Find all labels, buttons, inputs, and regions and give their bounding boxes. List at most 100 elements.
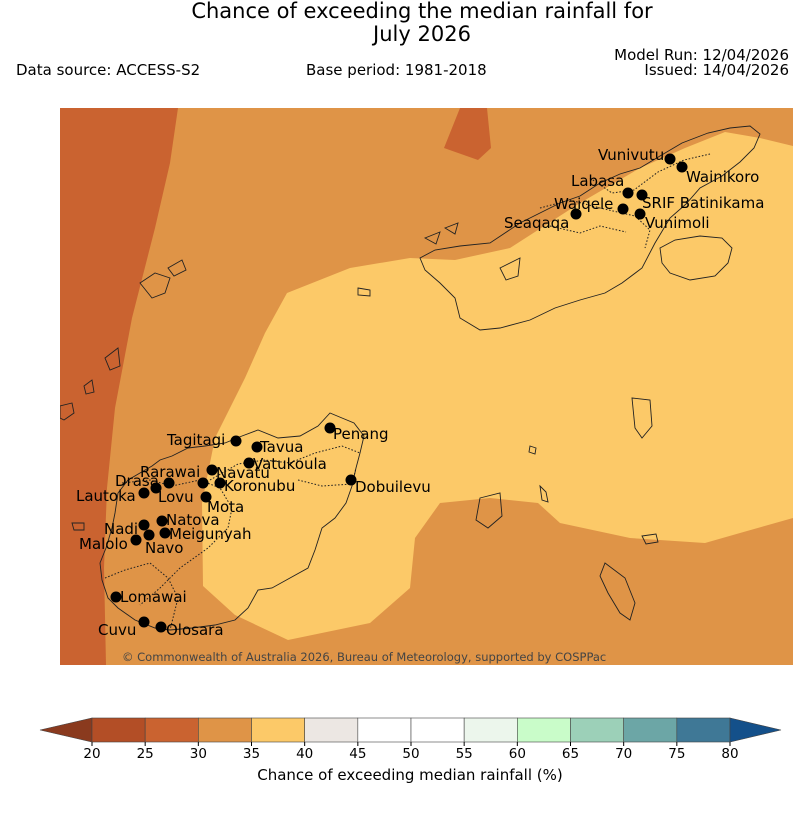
- colorbar-tick-label-60: 60: [509, 746, 526, 762]
- colorbar-under-arrow: [39, 717, 93, 743]
- colorbar-segment-75-80: [676, 717, 731, 743]
- colorbar-tick-label-20: 20: [83, 746, 100, 762]
- colorbar-title: Chance of exceeding median rainfall (%): [257, 766, 562, 784]
- colorbar-over-arrow: [729, 717, 782, 743]
- vunimoli-marker[interactable]: [634, 208, 646, 220]
- colorbar-segment-55-60: [463, 717, 518, 743]
- vunivutu-label: Vunivutu: [598, 146, 664, 164]
- colorbar-segment-60-65: [517, 717, 571, 743]
- tagitagi-label: Tagitagi: [166, 431, 225, 449]
- penang-marker[interactable]: [324, 422, 336, 434]
- lomawai-marker[interactable]: [110, 591, 122, 603]
- dobuilevu-label: Dobuilevu: [355, 478, 431, 496]
- rarawai-label: Rarawai: [140, 463, 200, 481]
- model-run-text: Model Run: 12/04/2026: [614, 46, 789, 64]
- issued-text: Issued: 14/04/2026: [644, 61, 789, 79]
- colorbar-tick-label-75: 75: [668, 746, 685, 762]
- colorbar-segment-25-30: [144, 717, 199, 743]
- zone-25-30-north: [444, 108, 491, 160]
- colorbar-segment-65-70: [570, 717, 624, 743]
- lovu-marker[interactable]: [150, 482, 162, 494]
- srif-batinikama-label: SRIF Batinikama: [642, 194, 764, 212]
- colorbar-tick-label-55: 55: [456, 746, 473, 762]
- vunivutu-marker[interactable]: [664, 153, 676, 165]
- mota-marker[interactable]: [200, 491, 212, 503]
- colorbar-tick-label-35: 35: [243, 746, 260, 762]
- srif-batinikama-marker[interactable]: [636, 189, 648, 201]
- title-line-1: Chance of exceeding the median rainfall …: [191, 0, 653, 23]
- colorbar-ticks: 20 25 30 35 40 45 50 55 60 65 70 75 80: [83, 742, 739, 762]
- colorbar-tick-label-45: 45: [349, 746, 366, 762]
- wainikoro-marker[interactable]: [676, 161, 688, 173]
- copyright-notice: © Commonwealth of Australia 2026, Bureau…: [122, 650, 606, 664]
- labasa-marker[interactable]: [622, 187, 634, 199]
- lomawai-label: Lomawai: [120, 588, 187, 606]
- navo-label: Navo: [145, 539, 183, 557]
- cuvu-marker[interactable]: [138, 616, 150, 628]
- waiqele-label: Waiqele: [554, 195, 613, 213]
- data-source-text: Data source: ACCESS-S2: [16, 61, 201, 79]
- colorbar-legend: 20 25 30 35 40 45 50 55 60 65 70 75 80 Chance of exc…: [39, 717, 782, 784]
- tagitagi-marker[interactable]: [230, 435, 242, 447]
- olosara-marker[interactable]: [155, 621, 167, 633]
- tavua-marker[interactable]: [251, 441, 263, 453]
- colorbar-tick-label-80: 80: [721, 746, 738, 762]
- waiqele-marker[interactable]: [617, 203, 629, 215]
- colorbar-segments: [91, 717, 731, 743]
- colorbar-tick-label-50: 50: [402, 746, 419, 762]
- mota-label: Mota: [207, 498, 244, 516]
- colorbar-segment-70-75: [623, 717, 678, 743]
- lautoka-marker[interactable]: [138, 487, 150, 499]
- colorbar-tick-label-40: 40: [296, 746, 313, 762]
- seaqaqa-marker[interactable]: [570, 208, 582, 220]
- wainikoro-label: Wainikoro: [686, 168, 759, 186]
- kadavu-outline: [599, 562, 636, 621]
- taveuni-outline: [659, 235, 733, 281]
- lovu-label: Lovu: [158, 488, 194, 506]
- cuvu-label: Cuvu: [98, 621, 136, 639]
- colorbar-segment-30-35: [198, 717, 252, 743]
- lautoka-label: Lautoka: [76, 487, 136, 505]
- koronubu-label: Koronubu: [224, 477, 295, 495]
- rarawai-marker[interactable]: [206, 464, 218, 476]
- colorbar-tick-label-65: 65: [562, 746, 579, 762]
- nadi-marker[interactable]: [138, 519, 150, 531]
- natova-label: Natova: [166, 511, 220, 529]
- tavua-label: Tavua: [259, 438, 303, 456]
- meigunyah-marker[interactable]: [159, 527, 171, 539]
- zone-35-40: [202, 132, 793, 640]
- province-boundaries: [104, 153, 711, 631]
- place-markers: [110, 153, 688, 633]
- vunimoli-label: Vunimoli: [645, 214, 710, 232]
- dobuilevu-marker[interactable]: [345, 474, 357, 486]
- drasa-marker[interactable]: [163, 477, 175, 489]
- malolo-label: Malolo: [79, 535, 128, 553]
- vatukoula-label: Vatukoula: [253, 455, 327, 473]
- drasa-label: Drasa: [115, 472, 159, 490]
- colorbar-tick-label-30: 30: [190, 746, 207, 762]
- navatu-marker[interactable]: [197, 477, 209, 489]
- meigunyah-label: Meigunyah: [169, 525, 251, 543]
- navatu-label: Navatu: [216, 464, 270, 482]
- title-line-2: July 2026: [373, 22, 471, 46]
- navo-marker[interactable]: [143, 529, 155, 541]
- koronubu-marker[interactable]: [214, 477, 226, 489]
- nadi-label: Nadi: [104, 520, 138, 538]
- labasa-label: Labasa: [571, 172, 624, 190]
- colorbar-tick-label-25: 25: [137, 746, 154, 762]
- colorbar-segment-20-25: [91, 717, 146, 743]
- colorbar-segment-50-55: [410, 717, 465, 743]
- malolo-marker[interactable]: [130, 534, 142, 546]
- vatukoula-marker[interactable]: [243, 457, 255, 469]
- base-period-text: Base period: 1981-2018: [306, 61, 487, 79]
- olosara-label: Olosara: [166, 621, 224, 639]
- colorbar-segment-45-50: [357, 717, 412, 743]
- place-labels: Vunivutu Wainikoro Labasa Waiqele SRIF B…: [76, 146, 764, 639]
- zone-25-30-west: [60, 108, 178, 665]
- colorbar-segment-35-40: [251, 717, 305, 743]
- natova-marker[interactable]: [156, 515, 168, 527]
- penang-label: Penang: [333, 425, 388, 443]
- rainfall-map: Vunivutu Wainikoro Labasa Waiqele SRIF B…: [60, 108, 793, 665]
- colorbar-tick-label-70: 70: [615, 746, 632, 762]
- colorbar-segment-40-45: [304, 717, 359, 743]
